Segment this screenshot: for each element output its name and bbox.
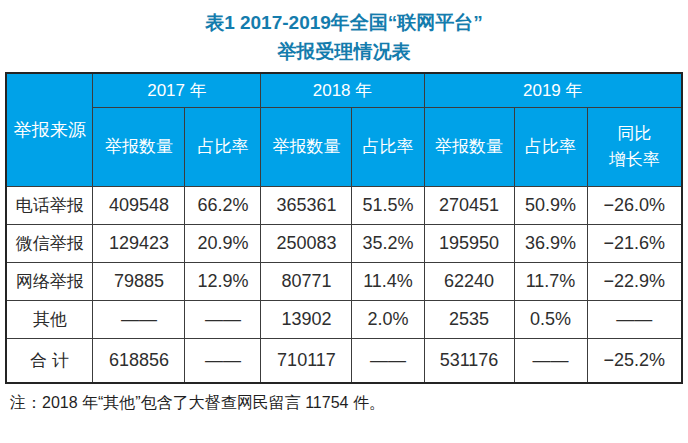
table-cell: 618856: [93, 338, 185, 383]
subheader-2019-share: 占比率: [514, 107, 587, 186]
table-cell: 250083: [261, 224, 352, 262]
table-cell: 2.0%: [352, 300, 424, 338]
table-row-other: 其他 —— —— 13902 2.0% 2535 0.5% ——: [6, 300, 682, 338]
subheader-2018-count: 举报数量: [261, 107, 352, 186]
table-cell: 270451: [424, 186, 514, 224]
table-row-network: 网络举报 79885 12.9% 80771 11.4% 62240 11.7%…: [6, 262, 682, 300]
table-cell: ——: [185, 338, 261, 383]
table-cell: 35.2%: [352, 224, 424, 262]
table-cell: 710117: [261, 338, 352, 383]
table-cell: ——: [352, 338, 424, 383]
row-label: 电话举报: [6, 186, 93, 224]
table-cell: 11.4%: [352, 262, 424, 300]
table-cell: 2535: [424, 300, 514, 338]
table-cell: −21.6%: [587, 224, 682, 262]
table-row-total: 合 计 618856 —— 710117 —— 531176 —— −25.2%: [6, 338, 682, 383]
page-title-line2: 举报受理情况表: [0, 37, 688, 66]
year-header-2019: 2019 年: [424, 73, 682, 107]
page-title: 表1 2017-2019年全国“联网平台” 举报受理情况表: [0, 0, 688, 66]
report-table-page: 表1 2017-2019年全国“联网平台” 举报受理情况表 举报来源 2017 …: [0, 0, 688, 443]
year-header-2018: 2018 年: [261, 73, 424, 107]
table-cell: 20.9%: [185, 224, 261, 262]
table-cell: 80771: [261, 262, 352, 300]
table-cell: 0.5%: [514, 300, 587, 338]
table-cell: 129423: [93, 224, 185, 262]
subheader-2018-share: 占比率: [352, 107, 424, 186]
subheader-2017-count: 举报数量: [93, 107, 185, 186]
table-cell: −26.0%: [587, 186, 682, 224]
table-cell: 36.9%: [514, 224, 587, 262]
subheader-2017-share: 占比率: [185, 107, 261, 186]
table-row-wechat: 微信举报 129423 20.9% 250083 35.2% 195950 36…: [6, 224, 682, 262]
table-cell: 531176: [424, 338, 514, 383]
table-cell: 51.5%: [352, 186, 424, 224]
table-cell: ——: [587, 300, 682, 338]
report-acceptance-table: 举报来源 2017 年 2018 年 2019 年 举报数量 占比率 举报数量 …: [5, 72, 683, 384]
row-label: 合 计: [6, 338, 93, 383]
table-cell: 365361: [261, 186, 352, 224]
year-header-row: 举报来源 2017 年 2018 年 2019 年: [6, 73, 682, 107]
table-cell: ——: [514, 338, 587, 383]
footnote: 注：2018 年“其他”包含了大督查网民留言 11754 件。: [10, 393, 688, 414]
table-row-phone: 电话举报 409548 66.2% 365361 51.5% 270451 50…: [6, 186, 682, 224]
sub-header-row: 举报数量 占比率 举报数量 占比率 举报数量 占比率 同比 增长率: [6, 107, 682, 186]
row-label: 微信举报: [6, 224, 93, 262]
table-cell: −22.9%: [587, 262, 682, 300]
table-cell: 50.9%: [514, 186, 587, 224]
table-cell: ——: [185, 300, 261, 338]
table-cell: 62240: [424, 262, 514, 300]
corner-header-source: 举报来源: [6, 73, 93, 186]
table-cell: 195950: [424, 224, 514, 262]
table-cell: −25.2%: [587, 338, 682, 383]
table-cell: 11.7%: [514, 262, 587, 300]
table-cell: 12.9%: [185, 262, 261, 300]
table-cell: 409548: [93, 186, 185, 224]
row-label: 其他: [6, 300, 93, 338]
subheader-2019-count: 举报数量: [424, 107, 514, 186]
row-label: 网络举报: [6, 262, 93, 300]
page-title-line1: 表1 2017-2019年全国“联网平台”: [0, 8, 688, 37]
table-cell: 79885: [93, 262, 185, 300]
year-header-2017: 2017 年: [93, 73, 261, 107]
table-cell: ——: [93, 300, 185, 338]
subheader-yoy-growth: 同比 增长率: [587, 107, 682, 186]
table-cell: 66.2%: [185, 186, 261, 224]
table-cell: 13902: [261, 300, 352, 338]
